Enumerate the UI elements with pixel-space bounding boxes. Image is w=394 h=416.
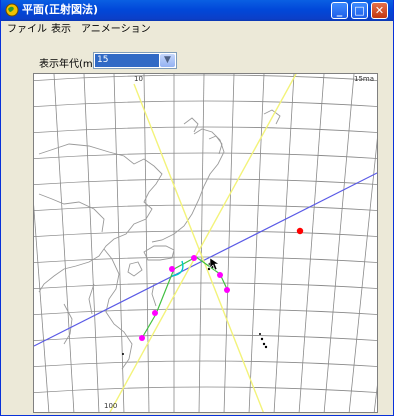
window-title: 平面(正射図法): [22, 3, 99, 16]
cyan-arc: [171, 260, 184, 277]
menu-animation[interactable]: アニメーション: [81, 24, 151, 35]
globe-icon: [5, 3, 19, 17]
menu-file[interactable]: ファイル: [7, 24, 47, 35]
map-svg: [34, 74, 377, 412]
green-path: [141, 256, 228, 339]
degree-label-bottom-left: 100: [104, 402, 118, 410]
title-bar[interactable]: 平面(正射図法) _ □ ✕: [1, 0, 393, 21]
red-point: [296, 227, 304, 235]
maximize-button[interactable]: □: [351, 2, 368, 19]
close-button[interactable]: ✕: [371, 2, 388, 19]
yellow-line-b: [109, 74, 297, 412]
coastline: [38, 109, 281, 370]
blue-line: [34, 172, 377, 347]
year-value: 15: [95, 54, 159, 67]
chevron-down-icon[interactable]: ▼: [160, 54, 175, 67]
menu-view[interactable]: 表示: [51, 24, 71, 35]
year-select[interactable]: 15 ▼: [93, 52, 177, 69]
menu-bar: ファイル 表示 アニメーション: [1, 21, 393, 38]
yellow-line-a: [133, 83, 264, 412]
mouse-cursor-icon: [209, 257, 220, 271]
minimize-button[interactable]: _: [331, 2, 348, 19]
map-canvas[interactable]: 10 15ma 100: [33, 73, 378, 413]
magenta-points: [139, 255, 230, 341]
degree-label-top-left: 10: [134, 75, 143, 83]
year-label: 表示年代(ma): [39, 59, 103, 70]
degree-label-top-right: 15ma: [354, 75, 375, 83]
map-grid: [34, 74, 377, 412]
